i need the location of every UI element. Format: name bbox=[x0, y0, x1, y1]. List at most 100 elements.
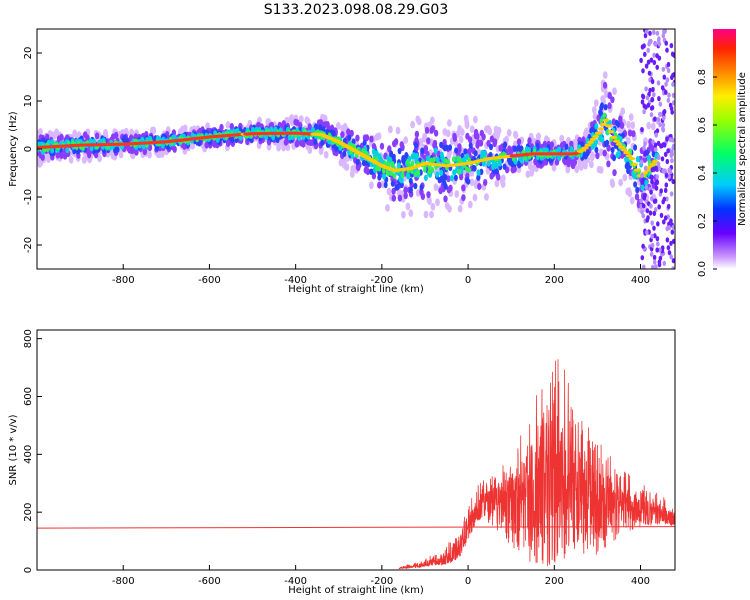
spectrogram-noise bbox=[661, 122, 666, 128]
spectrogram-cell bbox=[225, 121, 231, 129]
spectrogram-noise bbox=[651, 139, 655, 145]
spectrogram-cell bbox=[62, 152, 68, 160]
spectrogram-cell bbox=[377, 165, 382, 172]
spectrogram-cell bbox=[457, 168, 461, 175]
top-x-tick-label: 0 bbox=[465, 275, 471, 286]
spectrogram-cell bbox=[583, 161, 588, 170]
spectrogram-cell bbox=[432, 156, 436, 163]
spectrogram-cell bbox=[612, 154, 617, 162]
spectrogram-noise bbox=[653, 147, 658, 153]
spectrogram-noise bbox=[646, 59, 651, 65]
top-x-tick-label: 400 bbox=[631, 275, 650, 286]
spectrogram-noise bbox=[654, 165, 658, 171]
spectrogram-peak bbox=[620, 148, 628, 152]
spectrogram-cell bbox=[506, 156, 511, 164]
spectrogram-cell bbox=[646, 154, 651, 162]
spectrogram-cell bbox=[486, 160, 491, 167]
spectrogram-noise bbox=[656, 221, 660, 227]
spectrogram-noise bbox=[671, 238, 675, 244]
spectrogram-cell bbox=[355, 159, 360, 166]
spectrogram-peak bbox=[602, 118, 610, 122]
spectrogram-cell bbox=[83, 131, 88, 139]
spectrogram-cell bbox=[633, 144, 638, 151]
bottom-x-tick-label: -800 bbox=[112, 576, 135, 587]
spectrogram-cell bbox=[377, 153, 382, 160]
spectrogram-peak bbox=[628, 157, 636, 161]
spectrogram-cell bbox=[386, 187, 392, 196]
spectrogram-noise bbox=[646, 102, 651, 108]
spectrogram-noise bbox=[652, 254, 657, 261]
spectrogram-cell bbox=[433, 129, 439, 137]
snr-marks bbox=[37, 359, 675, 570]
spectrogram-cell bbox=[362, 139, 367, 146]
spectrogram-peak bbox=[618, 145, 625, 149]
spectrogram-cell bbox=[403, 192, 408, 200]
spectrogram-cell bbox=[389, 150, 394, 157]
spectrogram-cell bbox=[426, 137, 431, 145]
spectrogram-cell bbox=[615, 151, 620, 159]
spectrogram-cell bbox=[408, 177, 413, 185]
spectrogram-noise bbox=[671, 178, 675, 185]
spectrogram-cell bbox=[390, 180, 395, 187]
spectrogram-noise bbox=[640, 99, 645, 105]
spectrogram-cell bbox=[382, 173, 386, 180]
spectrogram-cell bbox=[454, 147, 459, 154]
spectrogram-cell bbox=[416, 117, 422, 126]
spectrogram-cell bbox=[271, 134, 276, 141]
top-x-tick-label: -600 bbox=[198, 275, 221, 286]
spectrogram-cell bbox=[519, 157, 524, 164]
spectrogram-cell bbox=[361, 148, 365, 154]
spectrogram-cell bbox=[113, 131, 119, 139]
spectrogram-cell bbox=[536, 132, 541, 141]
spectrogram-cell bbox=[442, 138, 447, 146]
spectrogram-noise bbox=[647, 41, 651, 47]
spectrogram-noise bbox=[664, 172, 669, 178]
snr-baseline bbox=[37, 526, 675, 529]
spectrogram-noise bbox=[670, 229, 675, 235]
spectrogram-cell bbox=[644, 179, 649, 186]
spectrogram-cell bbox=[454, 190, 460, 198]
spectrogram-noise bbox=[653, 142, 658, 148]
spectrogram-cell bbox=[606, 160, 611, 168]
spectrogram-cell bbox=[564, 143, 569, 150]
spectrogram-cell bbox=[422, 132, 428, 141]
spectrogram-noise bbox=[652, 92, 656, 98]
spectrogram-cell bbox=[205, 122, 211, 130]
spectrogram-noise bbox=[657, 41, 662, 47]
colorbar-tick-label: 0.6 bbox=[697, 117, 708, 133]
spectrogram-cell bbox=[388, 125, 393, 134]
spectrogram-noise bbox=[644, 63, 649, 69]
spectrogram-noise bbox=[652, 52, 656, 58]
spectrogram-noise bbox=[657, 204, 661, 210]
snr-frame bbox=[36, 329, 676, 571]
bottom-x-tick-label: -200 bbox=[371, 576, 394, 587]
spectrogram-noise bbox=[639, 159, 644, 165]
spectrogram-noise bbox=[649, 189, 653, 195]
spectrogram-cell bbox=[503, 141, 508, 148]
spectrogram-cell bbox=[123, 127, 129, 136]
spectrogram-peak bbox=[597, 127, 605, 131]
spectrogram-noise bbox=[652, 225, 656, 231]
spectrogram-cell bbox=[423, 210, 429, 219]
spectrogram-cell bbox=[618, 178, 624, 187]
spectrogram-noise bbox=[655, 179, 659, 185]
top-x-tick-label: 200 bbox=[545, 275, 564, 286]
spectrogram-cell bbox=[603, 90, 609, 99]
spectrogram-noise bbox=[662, 196, 667, 202]
spectrogram-cell bbox=[87, 151, 92, 159]
spectrogram-noise bbox=[654, 185, 659, 191]
spectrogram-cell bbox=[400, 144, 405, 152]
spectrogram-cell bbox=[447, 119, 452, 127]
bottom-y-tick-label: 600 bbox=[23, 387, 34, 406]
spectrogram-cell bbox=[457, 146, 462, 154]
spectrogram-peak bbox=[610, 135, 618, 140]
spectrogram-cell bbox=[435, 198, 440, 207]
spectrogram-cell bbox=[448, 144, 453, 151]
spectrogram-cell bbox=[401, 172, 405, 179]
spectrogram-cell bbox=[392, 172, 397, 179]
spectrogram-cell bbox=[527, 137, 532, 145]
spectrogram-noise bbox=[671, 145, 675, 151]
spectrogram-noise bbox=[653, 41, 658, 47]
spectrogram-noise bbox=[666, 148, 670, 154]
spectrogram-cell bbox=[403, 186, 408, 194]
